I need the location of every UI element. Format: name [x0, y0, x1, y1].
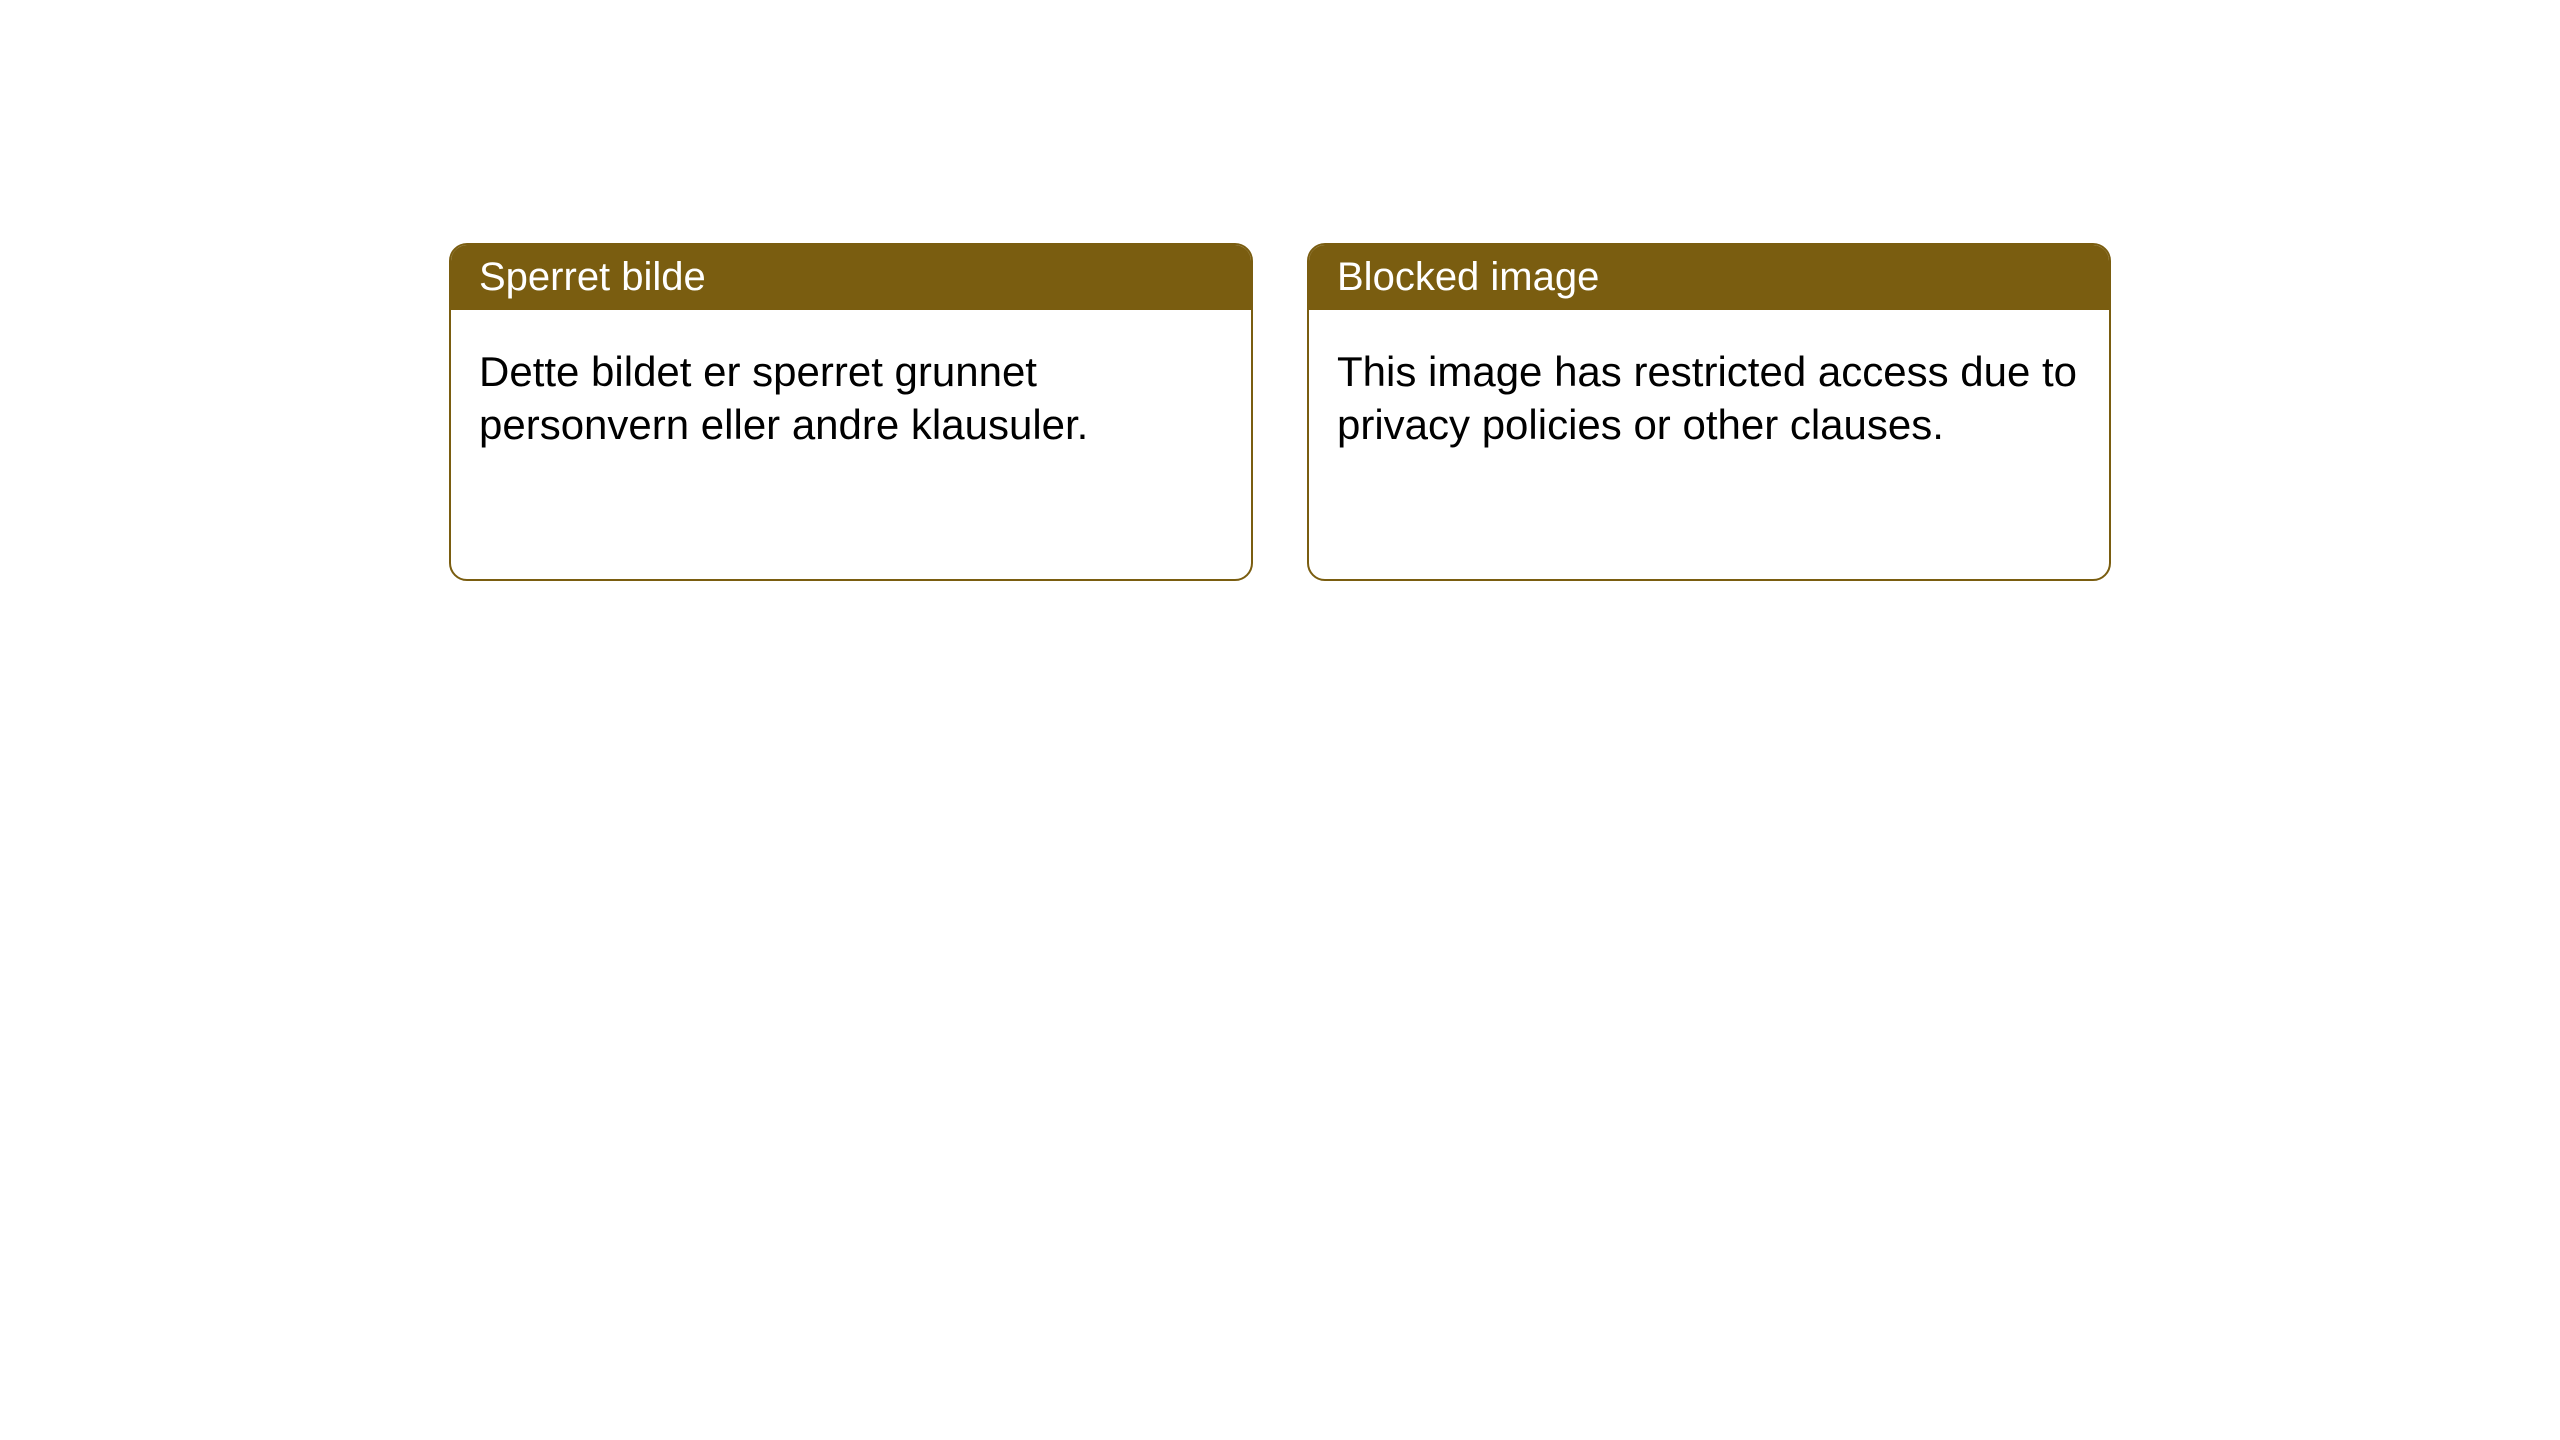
card-body-english: This image has restricted access due to …	[1309, 310, 2109, 487]
notice-card-norwegian: Sperret bilde Dette bildet er sperret gr…	[449, 243, 1253, 581]
card-text-norwegian: Dette bildet er sperret grunnet personve…	[479, 348, 1088, 448]
card-body-norwegian: Dette bildet er sperret grunnet personve…	[451, 310, 1251, 487]
card-title-english: Blocked image	[1337, 255, 1599, 299]
card-header-english: Blocked image	[1309, 245, 2109, 310]
card-header-norwegian: Sperret bilde	[451, 245, 1251, 310]
card-text-english: This image has restricted access due to …	[1337, 348, 2077, 448]
notice-card-english: Blocked image This image has restricted …	[1307, 243, 2111, 581]
notice-container: Sperret bilde Dette bildet er sperret gr…	[0, 0, 2560, 581]
card-title-norwegian: Sperret bilde	[479, 255, 706, 299]
